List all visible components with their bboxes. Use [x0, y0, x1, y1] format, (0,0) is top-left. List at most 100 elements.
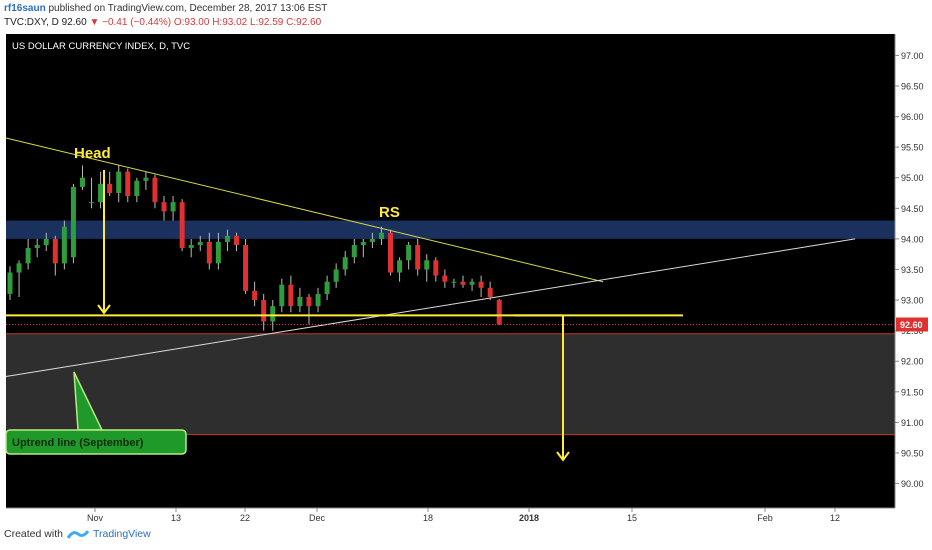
candle-up: [7, 272, 13, 294]
candle-up: [424, 260, 430, 270]
candle-down: [152, 177, 158, 203]
candle-up: [98, 183, 104, 203]
x-tick-label: 15: [627, 513, 637, 523]
x-tick-label: 12: [830, 513, 840, 523]
head-arrow-head: [97, 304, 111, 315]
rs-label: RS: [379, 204, 400, 221]
candle-down: [234, 235, 239, 246]
candle-down: [161, 202, 167, 212]
candle-up: [170, 202, 176, 212]
uptrend-line: [5, 238, 856, 377]
candle-up: [34, 245, 40, 249]
y-tick-label: 90.50: [901, 448, 924, 458]
candle-up: [369, 238, 375, 242]
candle-up: [397, 260, 403, 273]
candle-down: [179, 202, 185, 249]
candle-up: [134, 180, 140, 197]
symbol: TVC:DXY, D: [4, 17, 59, 28]
uptrend-callout-label: Uptrend line (September): [12, 437, 144, 449]
candle-up: [43, 238, 49, 246]
author-link[interactable]: rf16saun: [4, 3, 46, 14]
ohlc-values: O:93.00 H:93.02 L:92.59 C:92.60: [173, 17, 322, 28]
candle-up: [324, 281, 330, 294]
symbol-line: TVC:DXY, D 92.60 ▼ −0.41 (−0.44%) O:93.0…: [4, 16, 321, 30]
candle-down: [288, 284, 294, 307]
candle-down: [460, 281, 466, 285]
candle-down: [206, 241, 212, 264]
candle-up: [270, 306, 276, 322]
last-price-badge: [896, 317, 928, 332]
price-change: −0.41 (−0.44%): [102, 17, 172, 28]
footer-created-text: Created with: [4, 528, 63, 540]
candle-down: [478, 281, 484, 288]
descending-trendline: [5, 137, 604, 283]
candle-up: [61, 226, 67, 264]
y-tick-label: 93.00: [901, 296, 924, 306]
candle-up: [297, 296, 303, 307]
y-tick-label: 91.50: [901, 387, 924, 397]
uptrend-callout-box: [5, 429, 187, 455]
candle-up: [451, 281, 457, 283]
x-tick-label: 18: [423, 513, 433, 523]
last-price: 92.60: [61, 17, 87, 28]
candle-up: [25, 248, 31, 264]
y-tick-label: 94.00: [901, 234, 924, 244]
candle-down: [415, 245, 421, 270]
y-tick-label: 90.00: [901, 479, 924, 489]
x-tick-label: Feb: [757, 513, 773, 523]
candle-up: [89, 202, 95, 204]
candle-up: [116, 171, 122, 194]
candle-down: [487, 287, 493, 297]
x-tick-label: 13: [171, 513, 181, 523]
y-tick-label: 94.50: [901, 204, 924, 214]
candle-up: [215, 241, 221, 264]
x-tick-label: Dec: [309, 513, 326, 523]
candle-down: [306, 296, 312, 307]
candle-down: [107, 183, 113, 194]
candle-down: [433, 260, 439, 276]
candle-down: [388, 232, 394, 273]
y-tick-label: 96.00: [901, 112, 924, 122]
publish-text: published on TradingView.com, December 2…: [48, 3, 328, 14]
candle-up: [188, 245, 194, 249]
candle-up: [79, 177, 85, 187]
candle-up: [143, 177, 149, 181]
candle-up: [16, 263, 22, 273]
candle-up: [406, 245, 412, 261]
candle-up: [351, 245, 357, 258]
chart-title: US DOLLAR CURRENCY INDEX, D, TVC: [12, 41, 190, 52]
x-tick-label: Nov: [87, 513, 104, 523]
candle-up: [224, 235, 230, 242]
y-tick-label: 96.50: [901, 81, 924, 91]
candle-up: [469, 281, 475, 285]
candle-up: [315, 293, 321, 307]
y-tick-label: 92.00: [901, 357, 924, 367]
candle-up: [279, 284, 285, 307]
candle-up: [197, 241, 203, 246]
candle-down: [496, 300, 502, 325]
y-tick-label: 91.00: [901, 418, 924, 428]
resistance-zone: [6, 220, 895, 239]
footer: Created with TradingView: [4, 528, 151, 540]
y-tick-label: 93.50: [901, 265, 924, 275]
target-zone: [6, 333, 895, 435]
candle-up: [360, 241, 366, 246]
footer-brand-link[interactable]: TradingView: [92, 528, 151, 540]
candle-up: [70, 186, 76, 258]
candle-down: [125, 171, 131, 197]
target-arrow-head: [556, 451, 570, 462]
publish-info: rf16saun published on TradingView.com, D…: [4, 2, 327, 16]
y-tick-label: 95.50: [901, 143, 924, 153]
head-label: Head: [74, 145, 111, 162]
candle-up: [333, 269, 339, 282]
y-tick-label: 97.00: [901, 51, 924, 61]
last-price-label: 92.60: [900, 320, 923, 330]
y-tick-label: 95.00: [901, 173, 924, 183]
candle-up: [342, 257, 348, 270]
x-tick-label: 2018: [519, 513, 539, 523]
candle-down: [252, 290, 258, 301]
tradingview-logo-icon: [66, 530, 89, 539]
candle-down: [261, 300, 267, 322]
x-tick-label: 22: [240, 513, 250, 523]
